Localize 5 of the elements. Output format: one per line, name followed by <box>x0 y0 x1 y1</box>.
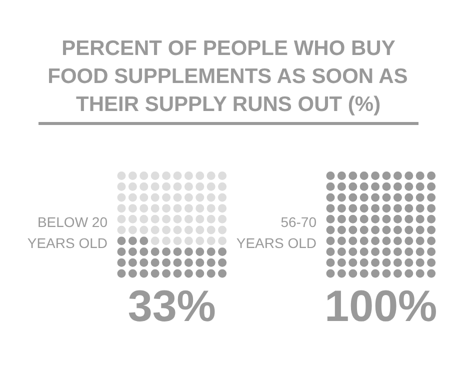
data-label: 100% <box>324 282 438 331</box>
category-label: BELOW 20 YEARS OLD <box>27 214 108 251</box>
data-label: 33% <box>128 282 216 331</box>
text: PERCENT OF PEOPLE WHO BUY FOOD SUPPLEMENTS AS SOON AS THEIR SUPPLY RUNS OUT (%) <box>48 37 408 116</box>
category-label: 56-70 YEARS OLD <box>236 214 317 251</box>
